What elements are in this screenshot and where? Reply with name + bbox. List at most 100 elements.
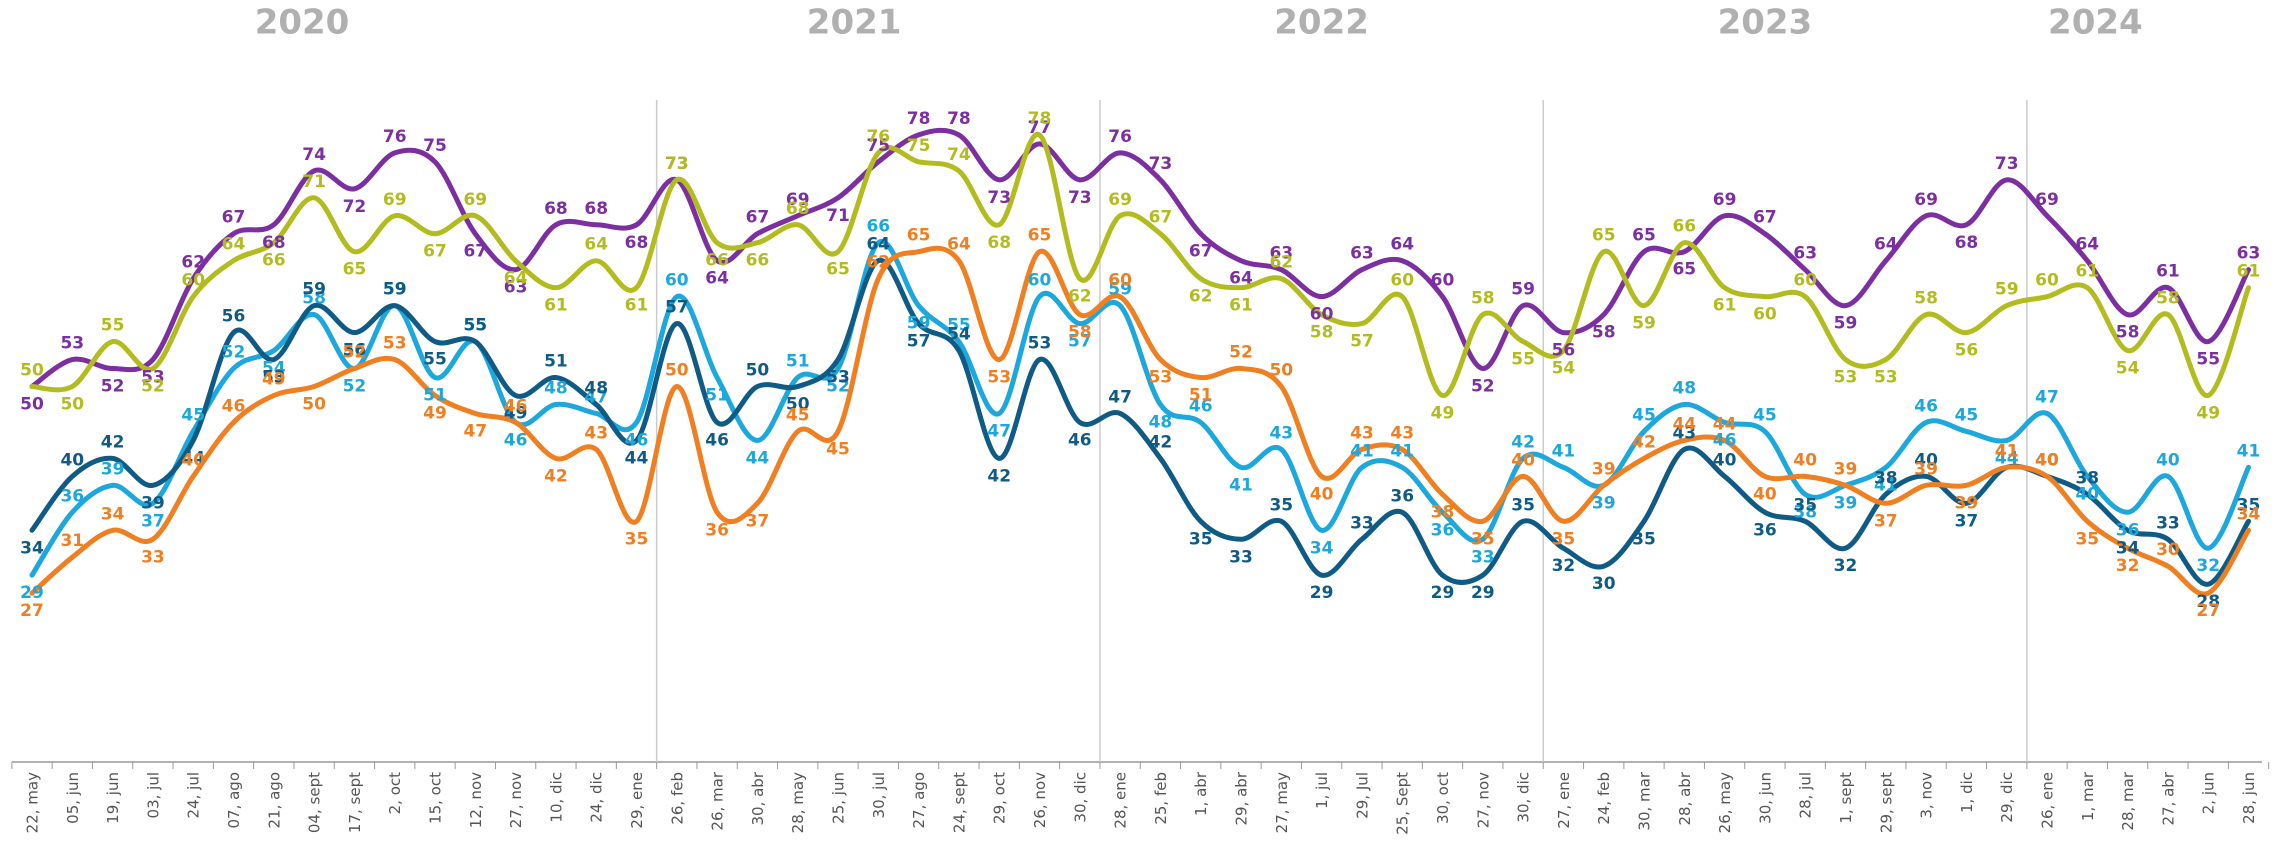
year-label: 2024 [2048,3,2143,43]
data-label: 48 [584,378,608,398]
x-tick-label: 07, ago [225,772,243,829]
data-label: 33 [1471,547,1495,567]
data-label: 66 [705,251,729,271]
x-tick-label: 27, nov [507,772,525,828]
data-label: 39 [1914,459,1938,479]
data-label: 44 [625,448,649,468]
data-label: 56 [1552,341,1576,361]
data-label: 41 [1552,441,1576,461]
data-label: 40 [1793,450,1817,470]
data-label: 47 [1108,387,1132,407]
data-label: 45 [826,439,850,459]
data-label: 59 [1995,280,2019,300]
data-label: 58 [1068,323,1092,343]
data-label: 40 [1914,450,1938,470]
data-label: 41 [1350,441,1374,461]
data-label: 73 [987,188,1011,208]
data-label: 53 [141,368,165,388]
data-label: 35 [1511,495,1535,515]
data-label: 62 [1189,287,1213,307]
data-label: 66 [262,251,286,271]
x-tick-label: 1, abr [1192,771,1210,816]
data-label: 35 [625,529,649,549]
data-label: 76 [383,127,407,147]
data-label: 61 [2075,262,2099,282]
data-label: 42 [1149,432,1173,452]
data-label: 51 [544,352,568,372]
data-label: 40 [1511,450,1535,470]
data-label: 57 [665,298,689,318]
x-tick-label: 04, sept [306,772,324,833]
data-label: 68 [262,233,286,253]
x-tick-label: 25, feb [1152,772,1170,825]
data-label: 29 [1471,583,1495,603]
x-tick-label: 30, abr [749,771,767,825]
data-label: 59 [1834,314,1858,334]
data-label: 64 [2075,235,2099,255]
data-label: 69 [1914,190,1938,210]
data-label: 40 [2035,450,2059,470]
data-label: 29 [1310,583,1334,603]
x-tick-label: 1, dic [1958,772,1976,813]
data-label: 45 [786,405,810,425]
data-label: 42 [987,466,1011,486]
data-label: 73 [665,154,689,174]
x-tick-label: 24, jul [185,772,203,818]
series-line [29,127,2251,389]
x-tick-label: 22, may [24,772,42,833]
data-label: 65 [1592,226,1616,246]
data-label: 58 [2116,323,2140,343]
data-label: 46 [1068,430,1092,450]
data-label: 48 [1149,412,1173,432]
x-tick-label: 30, jul [870,772,888,818]
data-label: 42 [544,466,568,486]
data-label: 33 [2156,513,2180,533]
data-label: 58 [2156,289,2180,309]
data-label: 41 [1874,475,1898,495]
data-label: 53 [60,334,84,354]
data-label: 75 [423,136,447,156]
x-tick-label: 30, oct [1434,772,1452,824]
data-label: 44 [181,448,205,468]
data-label: 46 [222,396,246,416]
data-label: 31 [60,531,84,551]
series-line [29,245,2251,597]
data-label: 40 [1310,484,1334,504]
x-tick-label: 26, nov [1031,772,1049,828]
data-label: 52 [222,343,246,363]
data-label: 41 [2237,441,2261,461]
data-label: 65 [1028,226,1052,246]
x-tick-label: 30, mar [1636,771,1654,830]
data-label: 36 [705,520,729,540]
data-label: 51 [705,386,729,406]
data-label: 56 [343,341,367,361]
data-label: 67 [1189,242,1213,262]
data-label: 40 [1753,484,1777,504]
x-tick-label: 27, ago [910,772,928,829]
year-label: 2021 [807,3,902,43]
year-label: 2023 [1718,3,1813,43]
x-tick-label: 30, dic [1515,772,1533,823]
data-label: 53 [1834,368,1858,388]
data-label: 39 [1834,493,1858,513]
data-label: 38 [1793,502,1817,522]
data-label: 55 [423,350,447,370]
data-label: 69 [2035,190,2059,210]
data-label: 40 [2035,450,2059,470]
data-label: 65 [343,260,367,280]
data-label: 71 [826,206,850,226]
data-label: 55 [101,316,125,336]
data-label: 43 [1390,423,1414,443]
data-label: 75 [866,136,890,156]
data-label: 61 [2156,262,2180,282]
data-label: 35 [1269,495,1293,515]
data-label: 61 [625,296,649,316]
data-label: 45 [1632,405,1656,425]
data-label: 41 [1390,441,1414,461]
data-label: 66 [1672,217,1696,237]
data-label: 54 [2116,359,2140,379]
data-label: 60 [1753,305,1777,325]
x-tick-label: 10, dic [547,772,565,823]
data-label: 35 [1552,529,1576,549]
data-label: 49 [504,403,528,423]
